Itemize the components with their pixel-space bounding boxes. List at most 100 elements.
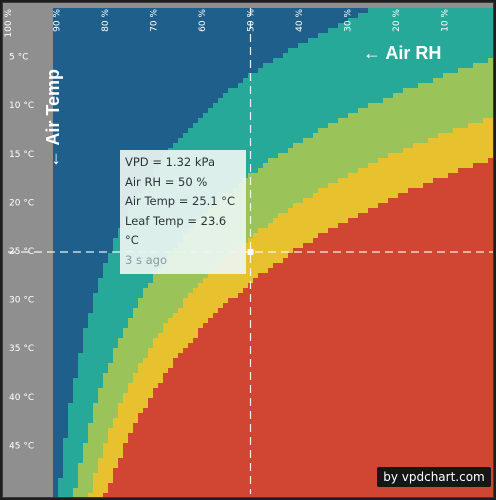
heatmap-cell — [298, 58, 304, 64]
heatmap-cell — [303, 108, 309, 114]
heatmap-cell — [333, 8, 339, 14]
heatmap-cell — [168, 68, 174, 74]
heatmap-cell — [208, 108, 214, 114]
heatmap-cell — [308, 38, 314, 44]
heatmap-cell — [238, 23, 244, 29]
heatmap-cell — [248, 53, 254, 59]
heatmap-cell — [283, 263, 289, 269]
heatmap-cell — [263, 283, 269, 289]
heatmap-cell — [53, 103, 59, 109]
heatmap-cell — [228, 73, 234, 79]
heatmap-cell — [108, 163, 114, 169]
heatmap-cell — [158, 133, 164, 139]
heatmap-cell — [88, 268, 94, 274]
heatmap-cell — [253, 53, 259, 59]
heatmap-cell — [78, 238, 84, 244]
heatmap-cell — [333, 128, 339, 134]
vpd-heatmap-chart[interactable]: 100 % 90 % 80 % 70 % 60 % 50 % 40 % 30 % 20 % 10 … — [3, 3, 493, 497]
heatmap-cell — [353, 123, 359, 129]
heatmap-cell — [93, 278, 99, 284]
heatmap-cell — [278, 283, 284, 289]
heatmap-cell — [318, 83, 324, 89]
heatmap-cell — [423, 93, 429, 99]
heatmap-cell — [273, 158, 279, 164]
heatmap-cell — [388, 128, 394, 134]
heatmap-cell — [428, 18, 434, 24]
heatmap-cell — [363, 243, 369, 249]
heatmap-cell — [363, 53, 369, 59]
heatmap-cell — [203, 108, 209, 114]
heatmap-cell — [103, 168, 109, 174]
heatmap-cell — [73, 193, 79, 199]
heatmap-cell — [448, 143, 454, 149]
heatmap-cell — [393, 188, 399, 194]
heatmap-cell — [338, 143, 344, 149]
heatmap-cell — [313, 73, 319, 79]
heatmap-cell — [303, 283, 309, 289]
heatmap-cell — [403, 8, 409, 14]
heatmap-cell — [418, 168, 424, 174]
heatmap-cell — [333, 253, 339, 259]
heatmap-cell — [88, 28, 94, 34]
heatmap-cell — [343, 108, 349, 114]
heatmap-cell — [343, 288, 349, 294]
heatmap-cell — [398, 188, 404, 194]
heatmap-cell — [78, 123, 84, 129]
heatmap-cell — [343, 178, 349, 184]
heatmap-cell — [123, 8, 129, 14]
heatmap-cell — [203, 68, 209, 74]
heatmap-cell — [73, 63, 79, 69]
heatmap-cell — [98, 73, 104, 79]
heatmap-cell — [198, 38, 204, 44]
heatmap-cell — [373, 238, 379, 244]
heatmap-cell — [418, 113, 424, 119]
heatmap-cell — [243, 118, 249, 124]
heatmap-cell — [483, 28, 489, 34]
heatmap-cell — [313, 53, 319, 59]
heatmap-cell — [178, 73, 184, 79]
heatmap-cell — [463, 128, 469, 134]
heatmap-cell — [473, 18, 479, 24]
heatmap-cell — [288, 138, 294, 144]
heatmap-cell — [408, 93, 414, 99]
heatmap-cell — [98, 93, 104, 99]
heatmap-cell — [88, 138, 94, 144]
heatmap-cell — [403, 138, 409, 144]
heatmap-cell — [428, 223, 434, 229]
heatmap-cell — [433, 8, 439, 14]
heatmap-cell — [263, 128, 269, 134]
heatmap-cell — [283, 258, 289, 264]
heatmap-cell — [303, 38, 309, 44]
heatmap-cell — [473, 233, 479, 239]
heatmap-cell — [113, 23, 119, 29]
heatmap-cell — [473, 33, 479, 39]
heatmap-cell — [408, 193, 414, 199]
heatmap-cell — [278, 248, 284, 254]
heatmap-cell — [103, 203, 109, 209]
heatmap-cell — [123, 98, 129, 104]
heatmap-cell — [408, 83, 414, 89]
heatmap-cell — [228, 28, 234, 34]
heatmap-cell — [458, 118, 464, 124]
heatmap-cell — [453, 273, 459, 279]
heatmap-cell — [398, 53, 404, 59]
heatmap-cell — [468, 113, 474, 119]
heatmap-cell — [118, 143, 124, 149]
heatmap-cell — [318, 58, 324, 64]
heatmap-cell — [418, 223, 424, 229]
heatmap-cell — [278, 203, 284, 209]
heatmap-cell — [258, 238, 264, 244]
heatmap-cell — [98, 198, 104, 204]
heatmap-cell — [378, 18, 384, 24]
heatmap-cell — [373, 128, 379, 134]
heatmap-cell — [393, 143, 399, 149]
heatmap-cell — [233, 88, 239, 94]
heatmap-cell — [263, 168, 269, 174]
heatmap-cell — [168, 8, 174, 14]
heatmap-cell — [63, 288, 69, 294]
heatmap-cell — [273, 213, 279, 219]
heatmap-cell — [278, 43, 284, 49]
heatmap-cell — [158, 278, 164, 284]
heatmap-cell — [478, 43, 484, 49]
heatmap-cell — [313, 58, 319, 64]
